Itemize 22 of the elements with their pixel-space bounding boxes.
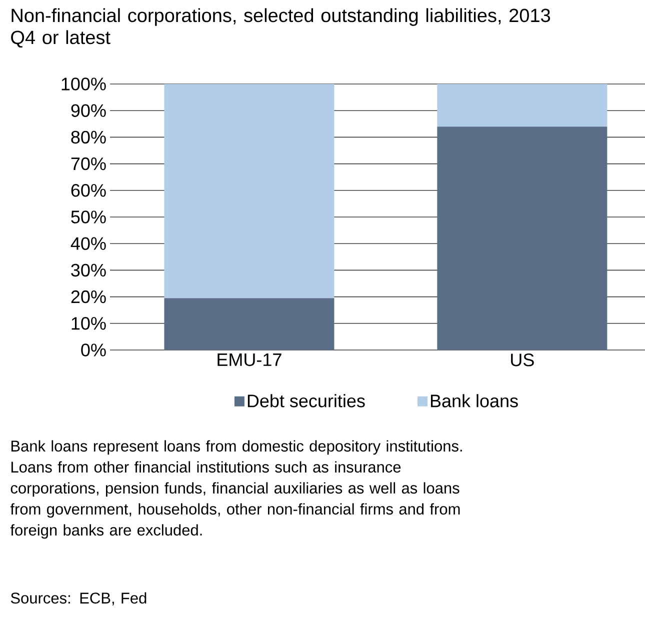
y-tick-label: 0%: [81, 344, 106, 356]
y-tick-label: 30%: [71, 264, 106, 277]
x-tick-label: EMU-17: [218, 354, 282, 366]
legend-label: Bank loans: [430, 394, 518, 408]
y-tick-label: 90%: [71, 104, 106, 117]
bar: [164, 84, 334, 298]
x-tick-label: US: [511, 354, 534, 366]
y-tick-label: 40%: [70, 237, 106, 250]
text: Bank loans represent loans from domestic depository institutions. Loans from other financial institutions such as insurance corporations, pension funds, financial auxiliaries as well as loans from government, households, other non-financial firms and from foreign banks are excluded.: [10, 440, 462, 539]
bar: [437, 84, 608, 127]
y-tick-label: 50%: [71, 210, 106, 224]
y-tick-label: 80%: [71, 130, 106, 144]
y-tick-label: 20%: [71, 290, 106, 304]
y-tick-label: 60%: [71, 184, 106, 197]
source-note: Sources: ECB, Fed: [10, 592, 146, 606]
bar: [164, 298, 334, 350]
legend-label: Debt securities: [248, 394, 365, 408]
bar: [437, 126, 608, 350]
y-tick-label: 100%: [62, 78, 106, 90]
chart-title: Non-financial corporations, selected outstanding liabilities, 2013 Q4 or latest: [11, 8, 550, 48]
y-tick-label: 70%: [71, 157, 106, 170]
y-tick-label: 10%: [72, 317, 106, 330]
